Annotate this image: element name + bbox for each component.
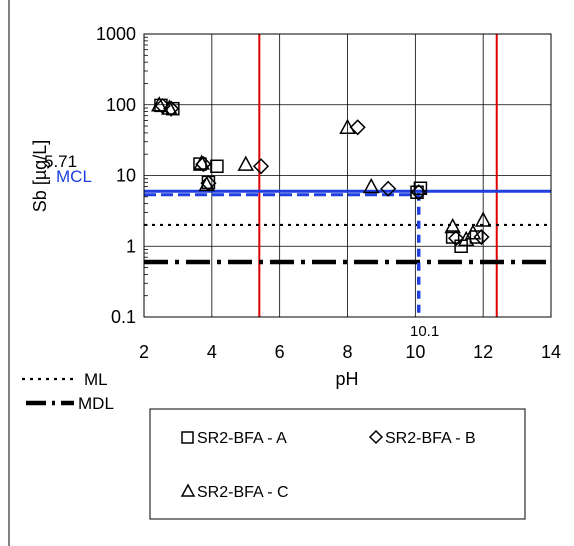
ml-legend-label: ML <box>84 370 108 389</box>
point-triangle-0 <box>151 96 168 112</box>
plot-frame <box>143 33 552 318</box>
point-triangle-7 <box>444 217 461 234</box>
point-triangle-9 <box>464 224 482 240</box>
x-tick-label-3: 8 <box>342 342 352 362</box>
legend-marker-square <box>181 431 194 444</box>
series-legend: SR2-BFA - A SR2-BFA - B SR2-BFA - C <box>149 408 526 520</box>
point-diamond-6 <box>380 180 397 197</box>
point-triangle-6 <box>362 177 380 194</box>
x-tick-label-1: 4 <box>207 342 217 362</box>
x-tick-label-6: 14 <box>541 342 561 362</box>
legend-box <box>149 408 526 520</box>
point-triangle-4 <box>237 155 255 171</box>
point-triangle-3 <box>198 175 216 192</box>
point-diamond-9 <box>473 228 490 246</box>
y-tick-label-0: 0.1 <box>111 307 136 327</box>
ph-mark-label: 10.1 <box>410 323 439 340</box>
x-tick-label-5: 12 <box>473 342 493 362</box>
y-tick-label-2: 10 <box>116 166 136 186</box>
legend-marker-diamond <box>368 429 384 445</box>
x-tick-labels: 2 4 6 8 10 12 14 <box>139 342 561 362</box>
point-diamond-8 <box>447 230 465 247</box>
point-diamond-7 <box>410 184 427 201</box>
mdl-legend-label: MDL <box>78 394 114 413</box>
legend-label-c: SR2-BFA - C <box>197 484 289 501</box>
data-markers <box>151 96 492 253</box>
mcl-label: MCL <box>56 167 92 186</box>
x-tick-label-4: 10 <box>405 342 425 362</box>
y-tick-label-1: 1 <box>126 236 136 256</box>
point-triangle-10 <box>474 211 492 227</box>
legend-label-a: SR2-BFA - A <box>197 430 287 447</box>
legend-marker-triangle <box>180 483 196 497</box>
y-tick-label-4: 1000 <box>96 24 136 44</box>
y-tick-label-3: 100 <box>106 95 136 115</box>
x-tick-label-0: 2 <box>139 342 149 362</box>
point-diamond-4 <box>252 158 270 175</box>
point-square-7 <box>445 230 460 244</box>
line-legend: ML MDL <box>22 370 114 413</box>
point-triangle-2 <box>193 154 210 170</box>
mcl-value-label: 5.71 <box>44 152 77 171</box>
point-triangle-5 <box>339 118 356 135</box>
reference-lines <box>144 34 551 317</box>
point-triangle-1 <box>161 99 178 115</box>
x-axis-label: pH <box>335 369 358 389</box>
y-tick-labels: 0.1 1 10 100 1000 <box>96 24 136 327</box>
y-axis-label: Sb [µg/L] <box>30 140 50 212</box>
x-tick-label-2: 6 <box>275 342 285 362</box>
point-diamond-5 <box>349 119 366 136</box>
point-square-4 <box>210 159 224 174</box>
legend-label-b: SR2-BFA - B <box>385 430 476 447</box>
point-square-6 <box>413 181 428 196</box>
